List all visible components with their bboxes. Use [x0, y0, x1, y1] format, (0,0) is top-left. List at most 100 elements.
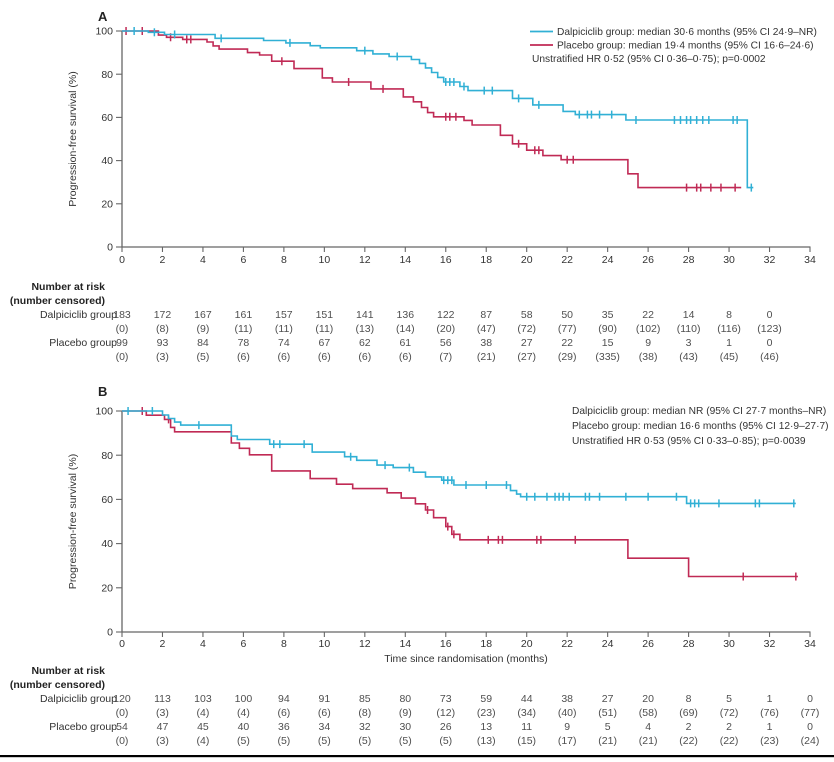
x-tick-label: 0: [119, 638, 125, 650]
censored-value: (72): [720, 707, 739, 719]
x-tick-label: 2: [160, 638, 166, 650]
censored-value: (6): [277, 351, 290, 363]
at-risk-value: 9: [645, 337, 651, 349]
at-risk-value: 67: [319, 337, 331, 349]
y-tick-label: 60: [101, 494, 113, 506]
x-tick-label: 30: [723, 254, 735, 266]
y-tick-label: 40: [101, 155, 113, 167]
at-risk-value: 73: [440, 693, 452, 705]
censored-value: (13): [355, 323, 374, 335]
censored-value: (15): [517, 735, 536, 747]
at-risk-value: 8: [726, 309, 732, 321]
at-risk-value: 141: [356, 309, 374, 321]
legend-hr-note: Unstratified HR 0·53 (95% CI 0·33–0·85);…: [572, 436, 806, 447]
censored-value: (22): [679, 735, 698, 747]
censored-value: (29): [558, 351, 577, 363]
at-risk-value: 100: [235, 693, 253, 705]
x-tick-label: 10: [319, 638, 331, 650]
y-tick-label: 0: [107, 242, 113, 254]
y-axis-title: Progression-free survival (%): [67, 71, 79, 206]
x-tick-label: 22: [561, 254, 573, 266]
at-risk-value: 78: [238, 337, 250, 349]
at-risk-value: 0: [807, 721, 813, 733]
x-tick-label: 26: [642, 638, 654, 650]
censored-value: (6): [277, 707, 290, 719]
at-risk-value: 1: [767, 693, 773, 705]
at-risk-value: 35: [602, 309, 614, 321]
censored-value: (4): [237, 707, 250, 719]
censored-value: (46): [760, 351, 779, 363]
censored-value: (40): [558, 707, 577, 719]
at-risk-value: 40: [238, 721, 250, 733]
censored-value: (9): [197, 323, 210, 335]
censored-value: (38): [639, 351, 658, 363]
censored-value: (5): [318, 735, 331, 747]
at-risk-value: 1: [767, 721, 773, 733]
x-tick-label: 34: [804, 638, 816, 650]
y-tick-label: 20: [101, 198, 113, 210]
legend-entry: Placebo group: median 16·6 months (95% C…: [572, 421, 829, 432]
censored-value: (5): [197, 351, 210, 363]
at-risk-value: 122: [437, 309, 455, 321]
censored-value: (90): [598, 323, 617, 335]
censored-value: (0): [116, 707, 129, 719]
censored-value: (0): [116, 351, 129, 363]
at-risk-value: 11: [521, 721, 532, 733]
censored-value: (8): [358, 707, 371, 719]
at-risk-value: 3: [686, 337, 692, 349]
censored-value: (116): [717, 323, 741, 335]
censored-value: (72): [517, 323, 536, 335]
x-tick-label: 28: [683, 254, 695, 266]
x-tick-label: 34: [804, 254, 816, 266]
at-risk-value: 27: [521, 337, 533, 349]
x-tick-label: 4: [200, 254, 206, 266]
at-risk-value: 9: [564, 721, 570, 733]
bottom-rule: [0, 755, 834, 758]
at-risk-value: 93: [157, 337, 169, 349]
at-risk-value: 91: [319, 693, 331, 705]
at-risk-value: 161: [235, 309, 253, 321]
y-tick-label: 100: [95, 26, 113, 38]
at-risk-value: 14: [683, 309, 695, 321]
x-tick-label: 10: [319, 254, 331, 266]
x-tick-label: 12: [359, 638, 371, 650]
censored-value: (6): [318, 707, 331, 719]
censored-value: (3): [156, 351, 169, 363]
censored-value: (27): [517, 351, 536, 363]
censored-value: (24): [801, 735, 820, 747]
censored-value: (12): [436, 707, 455, 719]
censored-value: (335): [595, 351, 620, 363]
x-tick-label: 18: [480, 254, 492, 266]
survival-curve-placebo-group: [122, 30, 742, 189]
x-tick-label: 20: [521, 638, 533, 650]
x-axis-title: Time since randomisation (months): [384, 653, 548, 665]
at-risk-header: Number at risk: [31, 665, 105, 677]
at-risk-value: 22: [642, 309, 654, 321]
at-risk-value: 32: [359, 721, 371, 733]
x-tick-label: 32: [764, 254, 776, 266]
at-risk-value: 26: [440, 721, 452, 733]
at-risk-value: 167: [194, 309, 212, 321]
x-tick-label: 14: [399, 254, 411, 266]
censored-value: (21): [477, 351, 496, 363]
censored-value: (0): [116, 323, 129, 335]
at-risk-value: 34: [319, 721, 331, 733]
at-risk-subheader: (number censored): [10, 679, 105, 691]
censored-value: (51): [598, 707, 617, 719]
censored-value: (7): [439, 351, 452, 363]
censored-value: (5): [277, 735, 290, 747]
at-risk-value: 183: [113, 309, 131, 321]
at-risk-value: 20: [642, 693, 654, 705]
legend-entry: Dalpiciclib group: median 30·6 months (9…: [557, 27, 817, 38]
at-risk-value: 151: [316, 309, 334, 321]
x-tick-label: 26: [642, 254, 654, 266]
censored-value: (58): [639, 707, 658, 719]
at-risk-value: 13: [480, 721, 492, 733]
censored-value: (22): [720, 735, 739, 747]
at-risk-value: 136: [397, 309, 415, 321]
y-tick-label: 40: [101, 538, 113, 550]
x-tick-label: 24: [602, 254, 614, 266]
censored-value: (6): [237, 351, 250, 363]
censored-value: (23): [477, 707, 496, 719]
